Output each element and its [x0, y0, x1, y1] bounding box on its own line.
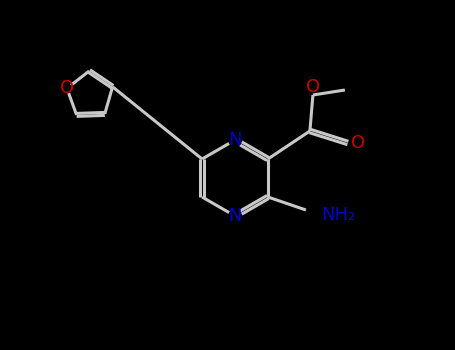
- Text: O: O: [60, 79, 74, 97]
- Text: NH₂: NH₂: [321, 206, 355, 224]
- Text: N: N: [228, 207, 242, 225]
- Text: N: N: [228, 131, 242, 149]
- Text: O: O: [306, 78, 320, 96]
- Text: O: O: [351, 134, 365, 152]
